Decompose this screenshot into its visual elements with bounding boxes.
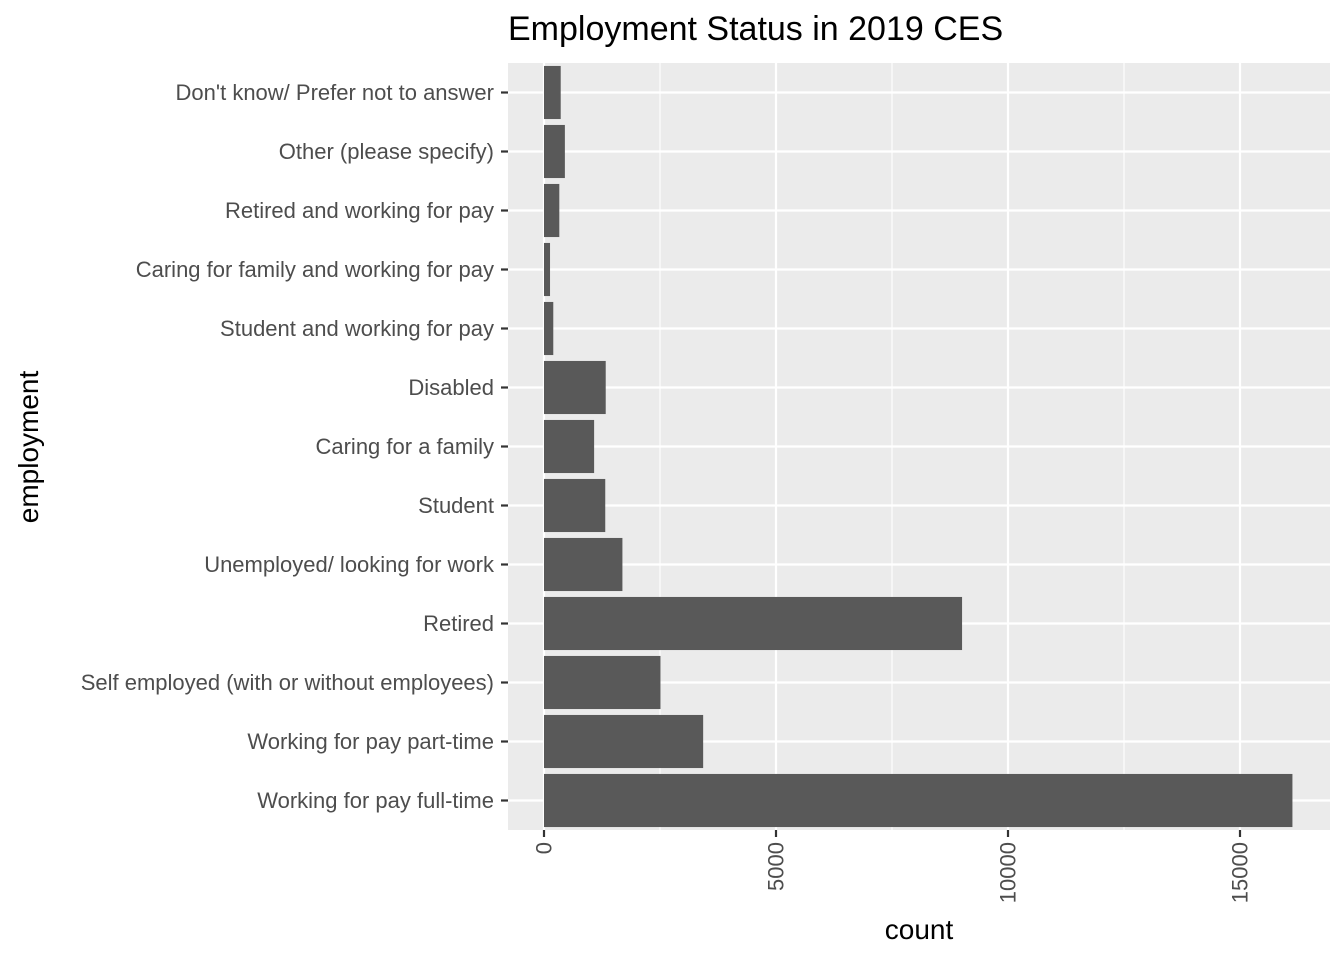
y-tick-label: Caring for a family xyxy=(315,434,494,459)
y-tick-label: Working for pay part-time xyxy=(247,729,494,754)
y-tick-label: Retired and working for pay xyxy=(225,198,494,223)
y-tick-label: Disabled xyxy=(408,375,494,400)
x-axis: 0 5000 10000 15000 xyxy=(532,830,1253,903)
y-tick-label: Don't know/ Prefer not to answer xyxy=(176,80,494,105)
bar xyxy=(544,360,606,415)
y-tick-label: Self employed (with or without employees… xyxy=(81,670,494,695)
x-axis-title: count xyxy=(885,914,954,945)
x-tick-label: 5000 xyxy=(764,842,789,891)
y-tick-label: Student xyxy=(418,493,494,518)
y-tick-label: Student and working for pay xyxy=(220,316,494,341)
bar xyxy=(544,65,561,120)
y-axis-title: employment xyxy=(13,371,44,524)
bar xyxy=(544,596,963,651)
bar xyxy=(544,183,560,238)
bar xyxy=(544,301,554,356)
bar xyxy=(544,714,704,769)
bar xyxy=(544,537,623,592)
x-tick-label: 10000 xyxy=(996,842,1021,903)
bar xyxy=(544,242,551,297)
bars xyxy=(544,65,1293,828)
x-tick-label: 0 xyxy=(532,842,557,854)
bar xyxy=(544,419,595,474)
y-tick-label: Retired xyxy=(423,611,494,636)
bar xyxy=(544,124,565,179)
y-axis: Working for pay full-time Working for pay… xyxy=(81,80,508,813)
y-tick-label: Unemployed/ looking for work xyxy=(204,552,495,577)
y-tick-label: Other (please specify) xyxy=(279,139,494,164)
chart-title: Employment Status in 2019 CES xyxy=(508,10,1003,48)
bar xyxy=(544,478,606,533)
x-tick-label: 15000 xyxy=(1228,842,1253,903)
y-tick-label: Caring for family and working for pay xyxy=(136,257,494,282)
bar xyxy=(544,655,661,710)
bar xyxy=(544,773,1293,828)
y-tick-label: Working for pay full-time xyxy=(257,788,494,813)
